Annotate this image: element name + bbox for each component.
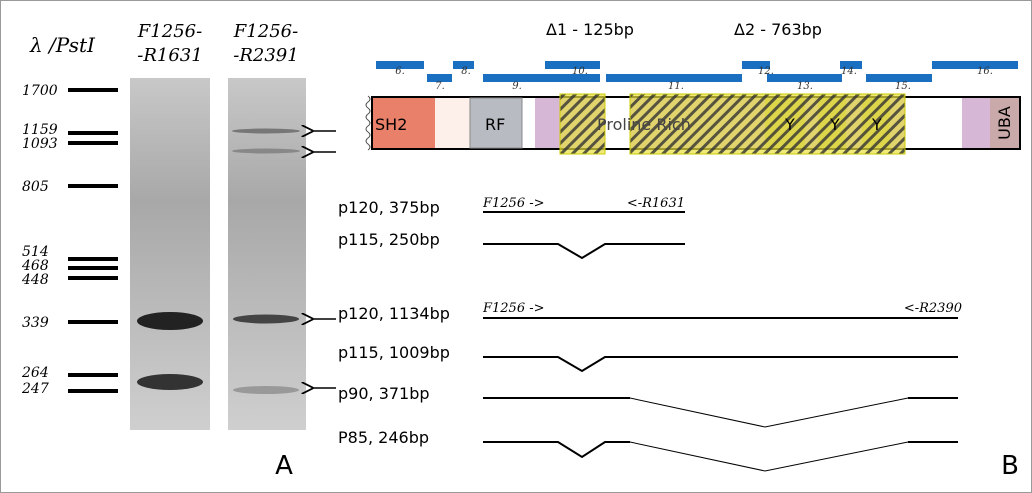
domain-label: UBA	[995, 106, 1014, 140]
transcript-line	[483, 244, 685, 258]
domain-label: Y	[871, 115, 882, 134]
lane-label: -R1631	[137, 45, 202, 66]
domain-label: RF	[485, 115, 505, 134]
exon-label: 14.	[841, 66, 857, 77]
primer-label: F1256 ->	[482, 301, 545, 316]
lane-label: -R2391	[233, 45, 298, 66]
band	[232, 149, 300, 154]
domain-label: Y	[829, 115, 840, 134]
panel-a: λ /PstI A F1256--R1631F1256--R2391170011…	[21, 21, 336, 481]
ladder-label: 339	[22, 315, 49, 331]
transcript-line	[483, 357, 958, 371]
ladder-label: 1700	[22, 83, 58, 99]
panel-label: B	[1001, 451, 1019, 481]
ladder-label: 805	[22, 179, 49, 195]
ladder-label: 247	[21, 381, 49, 397]
exon	[932, 61, 1018, 69]
panel-b: Δ1 - 125bp Δ2 - 763bp SH2 RF Proline Ric…	[338, 20, 1020, 481]
domain	[435, 98, 470, 148]
ladder-label: 1093	[22, 136, 58, 152]
transcript-label: p120, 375bp	[338, 198, 440, 217]
panel-label: A	[275, 451, 293, 481]
exon-label: 10.	[572, 66, 588, 77]
lane-label: F1256-	[137, 21, 202, 42]
marker-title: λ /PstI	[29, 33, 96, 57]
exon-label: 6.	[395, 66, 405, 77]
domain-label: SH2	[375, 115, 407, 134]
primer-label: <-R2390	[904, 301, 962, 316]
domain-label: Y	[784, 115, 795, 134]
exon-label: 9.	[512, 81, 522, 92]
domain	[962, 98, 990, 148]
band	[233, 315, 299, 324]
exon-label: 15.	[895, 81, 911, 92]
transcript-label: p115, 250bp	[338, 230, 440, 249]
deletion-label: Δ2 - 763bp	[734, 20, 822, 39]
transcript-label: p120, 1134bp	[338, 304, 450, 323]
primer-label: <-R1631	[627, 196, 685, 211]
band	[137, 374, 203, 390]
break-mark	[366, 96, 370, 150]
transcript-label: p90, 371bp	[338, 384, 430, 403]
splice-line	[630, 398, 908, 427]
band	[137, 312, 203, 330]
splice-line	[630, 442, 908, 471]
exon-label: 8.	[461, 66, 471, 77]
exon-label: 11.	[668, 81, 684, 92]
ladder-label: 264	[21, 365, 49, 381]
band	[233, 386, 299, 394]
band	[232, 129, 300, 134]
transcript-line	[483, 442, 630, 457]
exon-label: 16.	[977, 66, 993, 77]
lane-label: F1256-	[233, 21, 298, 42]
page: λ /PstI A F1256- -R1631 F1256- -R2391 1700 11…	[0, 0, 1032, 493]
ladder-label: 448	[21, 272, 49, 288]
deletion-label: Δ1 - 125bp	[546, 20, 634, 39]
figure: λ /PstI A F1256- -R1631 F1256- -R2391 1700 11…	[0, 0, 1032, 493]
transcript-label: P85, 246bp	[338, 428, 429, 447]
transcript-label: p115, 1009bp	[338, 343, 450, 362]
primer-label: F1256 ->	[482, 196, 545, 211]
exon-label: 13.	[797, 81, 813, 92]
exon-label: 7.	[435, 81, 445, 92]
domain-label: Proline Rich	[597, 115, 691, 134]
